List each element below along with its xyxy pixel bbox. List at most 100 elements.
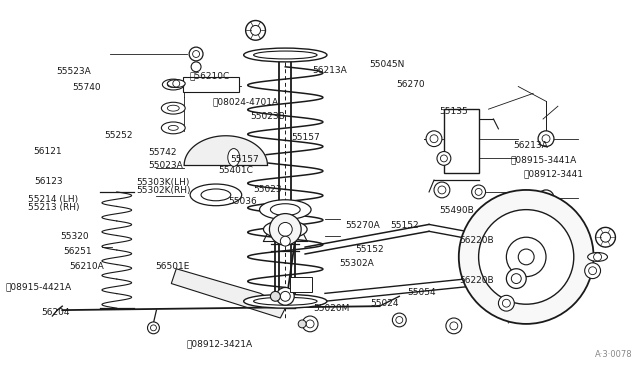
Text: 56270: 56270 bbox=[396, 80, 425, 89]
Text: A·3·0078: A·3·0078 bbox=[595, 350, 632, 359]
Circle shape bbox=[298, 320, 306, 328]
Text: 55020M: 55020M bbox=[314, 304, 350, 313]
Text: 55303K(LH): 55303K(LH) bbox=[136, 178, 189, 187]
Text: 56121: 56121 bbox=[33, 147, 62, 156]
Circle shape bbox=[438, 186, 446, 194]
Circle shape bbox=[542, 135, 550, 142]
Circle shape bbox=[440, 155, 447, 162]
Circle shape bbox=[276, 288, 294, 305]
Circle shape bbox=[437, 151, 451, 165]
Polygon shape bbox=[172, 269, 285, 318]
Bar bbox=[183, 77, 239, 92]
Circle shape bbox=[475, 189, 482, 195]
Ellipse shape bbox=[201, 189, 231, 201]
Circle shape bbox=[596, 227, 616, 247]
Ellipse shape bbox=[167, 80, 185, 87]
Ellipse shape bbox=[168, 125, 179, 130]
Circle shape bbox=[392, 313, 406, 327]
Circle shape bbox=[246, 20, 266, 40]
Circle shape bbox=[589, 267, 596, 275]
Ellipse shape bbox=[163, 79, 184, 90]
Circle shape bbox=[538, 131, 554, 147]
Circle shape bbox=[459, 190, 594, 324]
Circle shape bbox=[538, 190, 554, 206]
Circle shape bbox=[280, 291, 291, 301]
Circle shape bbox=[426, 131, 442, 147]
Ellipse shape bbox=[190, 184, 242, 206]
Text: 55401C: 55401C bbox=[218, 166, 253, 175]
Text: 56213A: 56213A bbox=[513, 141, 548, 150]
Text: 56220B: 56220B bbox=[460, 236, 494, 245]
Bar bbox=[291, 277, 312, 292]
Text: 56204: 56204 bbox=[41, 308, 69, 317]
Text: 56213A: 56213A bbox=[312, 66, 347, 75]
Text: 55045N: 55045N bbox=[369, 60, 405, 69]
Circle shape bbox=[479, 210, 574, 304]
Ellipse shape bbox=[260, 200, 311, 219]
Circle shape bbox=[594, 253, 602, 261]
Text: 55157: 55157 bbox=[230, 155, 259, 164]
Text: 55023A: 55023A bbox=[148, 161, 184, 170]
Text: 55036: 55036 bbox=[228, 197, 257, 206]
Circle shape bbox=[518, 249, 534, 265]
Circle shape bbox=[499, 295, 515, 311]
Circle shape bbox=[191, 62, 201, 72]
Text: 55252: 55252 bbox=[104, 131, 132, 140]
Text: 55490B: 55490B bbox=[439, 206, 474, 215]
Ellipse shape bbox=[244, 294, 327, 308]
Ellipse shape bbox=[167, 105, 179, 111]
Ellipse shape bbox=[167, 81, 179, 87]
Ellipse shape bbox=[161, 102, 185, 114]
Circle shape bbox=[430, 135, 438, 142]
Text: 55213 (RH): 55213 (RH) bbox=[28, 203, 79, 212]
Ellipse shape bbox=[228, 148, 240, 166]
Text: 55523A: 55523A bbox=[57, 67, 92, 76]
Text: 55023: 55023 bbox=[253, 185, 282, 194]
Circle shape bbox=[585, 263, 600, 279]
Circle shape bbox=[450, 322, 458, 330]
Circle shape bbox=[302, 316, 318, 332]
Ellipse shape bbox=[253, 297, 317, 305]
Circle shape bbox=[472, 185, 486, 199]
Text: 55270A: 55270A bbox=[346, 221, 380, 230]
Text: 55023B: 55023B bbox=[250, 112, 285, 121]
Ellipse shape bbox=[273, 224, 298, 234]
Circle shape bbox=[527, 218, 539, 230]
Circle shape bbox=[446, 318, 461, 334]
Text: 55742: 55742 bbox=[148, 148, 177, 157]
Circle shape bbox=[269, 214, 301, 245]
Circle shape bbox=[506, 237, 546, 277]
Text: 56501E: 56501E bbox=[155, 262, 189, 271]
Circle shape bbox=[271, 291, 280, 301]
Text: 55302A: 55302A bbox=[339, 259, 374, 268]
Text: ⓜ08915-4421A: ⓜ08915-4421A bbox=[6, 282, 72, 291]
Polygon shape bbox=[184, 136, 268, 165]
Text: 55054: 55054 bbox=[408, 288, 436, 297]
Text: ⒲08024-4701A: ⒲08024-4701A bbox=[212, 97, 278, 106]
Circle shape bbox=[542, 194, 550, 202]
Circle shape bbox=[506, 269, 526, 288]
Circle shape bbox=[150, 325, 156, 331]
Circle shape bbox=[193, 51, 200, 57]
Circle shape bbox=[173, 80, 180, 87]
Ellipse shape bbox=[161, 122, 185, 134]
Text: 55302K(RH): 55302K(RH) bbox=[136, 186, 191, 195]
Circle shape bbox=[147, 322, 159, 334]
Text: 56251: 56251 bbox=[63, 247, 92, 256]
Circle shape bbox=[251, 25, 260, 35]
Circle shape bbox=[189, 47, 203, 61]
Circle shape bbox=[434, 182, 450, 198]
Circle shape bbox=[396, 317, 403, 323]
Text: 55135: 55135 bbox=[439, 108, 468, 116]
Text: 55214 (LH): 55214 (LH) bbox=[28, 195, 78, 205]
Text: ⓜ08915-3441A: ⓜ08915-3441A bbox=[510, 155, 577, 164]
Bar bbox=[444, 109, 479, 173]
Circle shape bbox=[278, 222, 292, 236]
Circle shape bbox=[502, 299, 510, 307]
Ellipse shape bbox=[253, 51, 317, 59]
Text: 56123: 56123 bbox=[35, 177, 63, 186]
Circle shape bbox=[280, 236, 291, 246]
Text: 56220B: 56220B bbox=[460, 276, 494, 285]
Text: 55024: 55024 bbox=[371, 299, 399, 308]
Ellipse shape bbox=[244, 48, 327, 62]
